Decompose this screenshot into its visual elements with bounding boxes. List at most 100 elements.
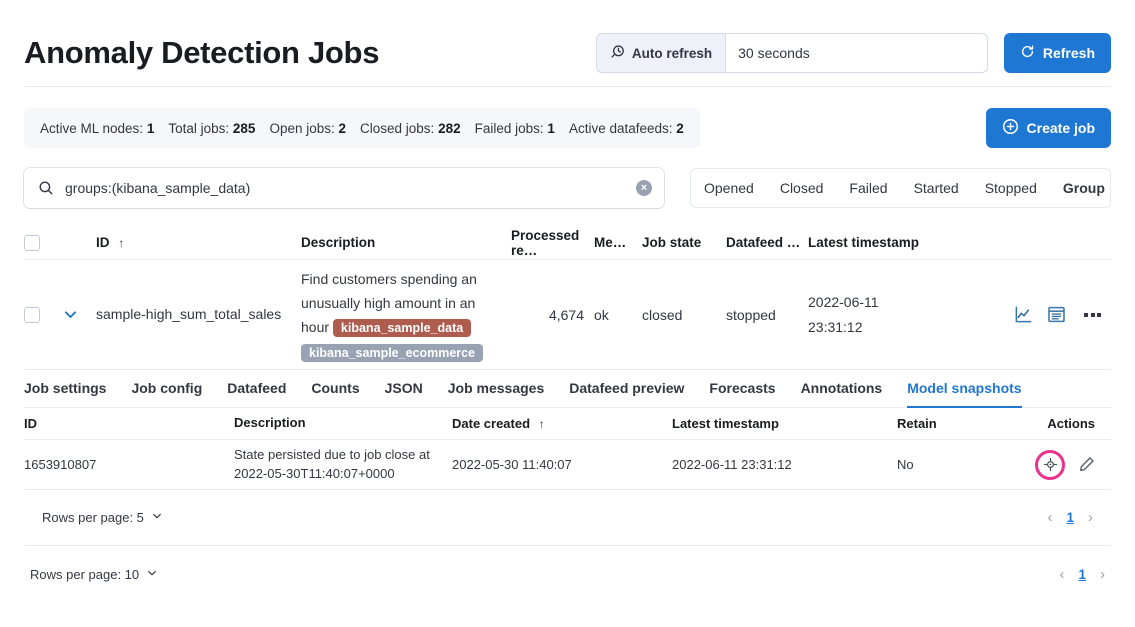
header-actions: Auto refresh 30 seconds Refresh — [595, 33, 1111, 73]
rows-per-page-label: Rows per page: 5 — [42, 510, 144, 525]
search-box[interactable]: groups:(kibana_sample_data) × — [24, 168, 664, 208]
clock-icon — [610, 44, 625, 62]
clear-search-icon[interactable]: × — [636, 180, 652, 196]
jobs-col-description[interactable]: Description — [301, 235, 376, 250]
snap-col-latest-timestamp[interactable]: Latest timestamp — [672, 416, 779, 431]
tab-model-snapshots[interactable]: Model snapshots — [907, 380, 1022, 408]
page-header: Anomaly Detection Jobs Auto refresh 30 s… — [0, 0, 1135, 86]
jobs-col-latest-timestamp[interactable]: Latest timestamp — [808, 235, 920, 250]
search-icon — [38, 180, 54, 196]
snap-col-date-created[interactable]: Date created ↑ — [452, 416, 672, 431]
table-row: 1653910807 State persisted due to job cl… — [24, 440, 1111, 490]
job-detail-tabs: Job settings Job config Datafeed Counts … — [24, 370, 1111, 408]
snap-col-retain[interactable]: Retain — [897, 416, 937, 431]
snapshot-latest-timestamp: 2022-06-11 23:31:12 — [672, 457, 792, 472]
tab-datafeed-preview[interactable]: Datafeed preview — [569, 380, 685, 396]
row-select-checkbox[interactable] — [24, 306, 40, 323]
auto-refresh-prepend[interactable]: Auto refresh — [596, 34, 727, 72]
stat-label: Active datafeeds: — [568, 120, 673, 136]
auto-refresh-label: Auto refresh — [631, 45, 713, 61]
job-latest-timestamp: 2022-06-11 23:31:12 — [808, 290, 918, 339]
jobs-col-job-state[interactable]: Job state — [642, 235, 702, 250]
refresh-button[interactable]: Refresh — [1003, 33, 1111, 73]
jobs-col-datafeed-state[interactable]: Datafeed … — [726, 235, 801, 250]
next-page-icon[interactable]: › — [1088, 509, 1093, 526]
filter-stopped[interactable]: Stopped — [971, 169, 1050, 207]
job-tag-kibana-sample-ecommerce[interactable]: kibana_sample_ecommerce — [301, 344, 484, 363]
snap-col-description[interactable]: Description — [234, 415, 306, 431]
job-tag-kibana-sample-data[interactable]: kibana_sample_data — [332, 319, 472, 338]
filter-opened[interactable]: Opened — [691, 169, 767, 207]
row-expand-cell — [62, 306, 96, 323]
search-input[interactable]: groups:(kibana_sample_data) — [65, 180, 251, 196]
job-description-cell: Find customers spending an unusually hig… — [301, 267, 509, 363]
filters-row: groups:(kibana_sample_data) × Opened Clo… — [0, 168, 1135, 208]
stat-active-ml-nodes: Active ML nodes: 1 — [40, 121, 154, 136]
job-latest-timestamp-time: 23:31:12 — [808, 318, 863, 335]
tab-datafeed[interactable]: Datafeed — [227, 380, 287, 396]
filter-failed[interactable]: Failed — [836, 169, 901, 207]
tab-job-config[interactable]: Job config — [131, 380, 203, 396]
model-snapshots-table: ID Description Date created ↑ Latest tim… — [24, 408, 1111, 490]
stat-value: 285 — [232, 120, 256, 136]
job-id: sample-high_sum_total_sales — [96, 305, 282, 322]
header-divider — [24, 86, 1111, 87]
job-memory-status: ok — [594, 306, 609, 323]
create-job-button[interactable]: Create job — [985, 108, 1111, 148]
expand-row-chevron-down-icon[interactable] — [62, 306, 79, 323]
filter-group-dropdown[interactable]: Group 1 — [1049, 169, 1110, 207]
stat-closed-jobs: Closed jobs: 282 — [360, 121, 461, 136]
chevron-down-icon — [146, 567, 158, 582]
rows-per-page-snapshots[interactable]: Rows per page: 5 — [24, 510, 163, 525]
snap-col-actions: Actions — [1047, 416, 1095, 431]
stat-open-jobs: Open jobs: 2 — [269, 121, 346, 136]
snapshot-retain: No — [897, 457, 914, 472]
tab-forecasts[interactable]: Forecasts — [709, 380, 776, 396]
snap-col-id[interactable]: ID — [24, 416, 37, 431]
stat-value: 1 — [146, 120, 155, 136]
job-state: closed — [642, 306, 683, 323]
stats-row: Active ML nodes: 1 Total jobs: 285 Open … — [0, 108, 1135, 148]
job-description: Find customers spending an unusually hig… — [301, 270, 477, 336]
previous-page-icon[interactable]: ‹ — [1059, 565, 1065, 583]
edit-pencil-icon[interactable] — [1078, 456, 1095, 473]
auto-refresh-value[interactable]: 30 seconds — [738, 45, 810, 61]
job-id-cell: sample-high_sum_total_sales — [96, 303, 301, 327]
page-title: Anomaly Detection Jobs — [24, 35, 380, 71]
previous-page-icon[interactable]: ‹ — [1047, 509, 1053, 526]
tab-json[interactable]: JSON — [384, 380, 423, 396]
select-all-checkbox[interactable] — [24, 234, 40, 251]
chart-icon[interactable] — [1014, 305, 1033, 324]
job-latest-timestamp-date: 2022-06-11 — [808, 294, 879, 310]
tab-job-messages[interactable]: Job messages — [447, 380, 545, 396]
tab-job-settings[interactable]: Job settings — [24, 380, 107, 396]
list-icon[interactable] — [1047, 305, 1066, 324]
tab-counts[interactable]: Counts — [311, 380, 360, 396]
snapshot-date-created: 2022-05-30 11:40:07 — [452, 457, 572, 472]
stat-label: Open jobs: — [269, 120, 335, 136]
filter-button-group: Opened Closed Failed Started Stopped Gro… — [690, 168, 1111, 208]
jobs-col-id[interactable]: ID ↑ — [96, 235, 301, 250]
next-page-icon[interactable]: › — [1100, 565, 1105, 583]
snapshot-id: 1653910807 — [24, 457, 97, 472]
snapshot-description-line2: 2022-05-30T11:40:07+0000 — [234, 465, 395, 481]
page-number-1[interactable]: 1 — [1066, 510, 1074, 525]
snapshot-row-actions — [1017, 449, 1111, 480]
rows-per-page-label: Rows per page: 10 — [30, 566, 140, 582]
more-options-icon[interactable] — [1080, 309, 1105, 321]
filter-closed[interactable]: Closed — [766, 169, 837, 207]
stat-value: 2 — [676, 120, 684, 136]
filter-started[interactable]: Started — [900, 169, 972, 207]
job-processed-records: 4,674 — [548, 306, 584, 323]
jobs-col-processed-records[interactable]: Processed re… — [511, 227, 580, 258]
auto-refresh-control[interactable]: Auto refresh 30 seconds — [595, 33, 988, 73]
refresh-icon — [1020, 44, 1035, 62]
revert-target-icon[interactable] — [1035, 449, 1065, 480]
create-job-wrap: Create job — [985, 108, 1111, 148]
jobs-col-memory-status[interactable]: Me… — [594, 235, 627, 250]
tab-annotations[interactable]: Annotations — [800, 380, 883, 396]
page-number-1[interactable]: 1 — [1078, 566, 1086, 582]
stat-value: 282 — [438, 120, 461, 136]
rows-per-page-jobs[interactable]: Rows per page: 10 — [12, 567, 158, 582]
